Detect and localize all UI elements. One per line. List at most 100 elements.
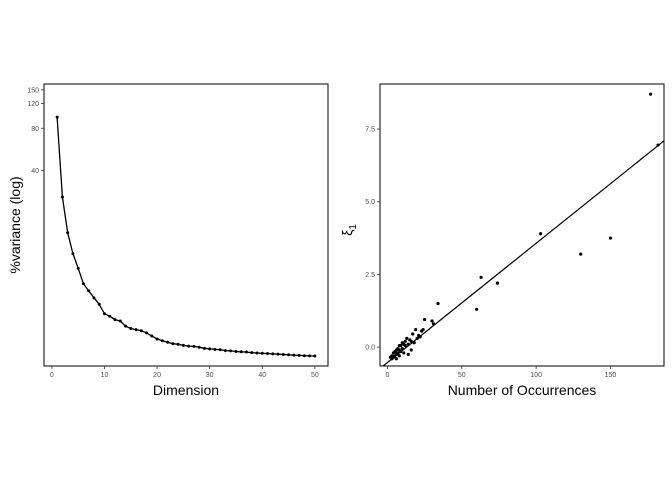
data-point	[55, 115, 59, 119]
data-point	[181, 343, 185, 347]
y-axis-title: ξ1	[339, 224, 359, 236]
data-point	[400, 346, 404, 351]
data-point	[244, 350, 248, 354]
data-point	[255, 351, 259, 355]
data-point	[579, 252, 583, 256]
data-point	[406, 352, 410, 356]
data-point	[417, 333, 421, 338]
data-point	[400, 341, 404, 345]
data-point	[87, 289, 91, 293]
data-point	[192, 344, 196, 348]
data-point	[475, 307, 479, 311]
y-tick-label: 120	[27, 101, 39, 108]
data-point	[412, 341, 416, 345]
y-tick-label: 7.5	[365, 127, 375, 134]
y-tick-label: 80	[31, 126, 39, 133]
data-point	[202, 346, 206, 350]
data-point	[155, 337, 159, 341]
fit-line	[382, 140, 665, 367]
data-point	[415, 336, 419, 340]
data-point	[208, 347, 212, 351]
data-point	[397, 344, 401, 348]
data-point	[118, 319, 122, 323]
y-tick-label: 0.0	[365, 345, 375, 352]
x-tick-label: 20	[153, 372, 161, 379]
data-point	[97, 302, 101, 306]
x-axis-title: Dimension	[153, 382, 219, 398]
x-tick-label: 50	[458, 372, 466, 379]
data-point	[160, 339, 164, 343]
data-point	[406, 342, 410, 346]
data-point	[479, 275, 483, 279]
data-point	[495, 281, 500, 285]
data-point	[538, 232, 543, 236]
series-line	[56, 117, 315, 357]
data-point	[176, 342, 180, 346]
data-point	[134, 328, 138, 332]
plot-border	[379, 83, 665, 367]
data-point	[250, 351, 254, 355]
x-tick-label: 100	[530, 372, 542, 379]
x-tick-label: 40	[258, 372, 266, 379]
data-point	[218, 348, 222, 352]
data-point	[234, 349, 238, 353]
data-point	[71, 252, 75, 256]
x-tick-label: 10	[101, 372, 109, 379]
data-point	[281, 352, 285, 356]
data-point	[197, 345, 201, 349]
data-point	[397, 354, 401, 358]
data-point	[431, 322, 436, 326]
data-point	[411, 332, 415, 336]
data-point	[108, 314, 112, 318]
data-point	[308, 354, 312, 358]
x-axis-title: Number of Occurrences	[448, 382, 597, 398]
data-point	[187, 344, 191, 348]
x-tick-label: 30	[206, 372, 214, 379]
data-point	[223, 349, 227, 353]
data-point	[260, 351, 264, 355]
data-point	[276, 352, 280, 356]
data-point	[649, 92, 653, 96]
data-point	[402, 351, 406, 355]
data-point	[408, 338, 412, 342]
y-axis-title-symbol: ξ	[339, 230, 355, 236]
y-axis-title: %variance (log)	[7, 176, 23, 273]
x-tick-label: 0	[385, 372, 389, 379]
data-point	[403, 339, 407, 343]
data-point	[391, 351, 395, 355]
data-point	[113, 318, 117, 322]
data-point	[171, 342, 175, 346]
data-point	[92, 296, 96, 300]
data-point	[656, 143, 660, 147]
data-point	[124, 324, 128, 328]
data-point	[423, 317, 427, 322]
data-point	[76, 266, 80, 270]
data-point	[394, 357, 398, 361]
data-point	[421, 328, 425, 332]
data-point	[229, 349, 233, 353]
x-tick-label: 150	[605, 372, 617, 379]
y-tick-label: 5.0	[365, 199, 375, 206]
data-point	[66, 231, 70, 235]
data-point	[271, 352, 275, 356]
x-tick-label: 50	[311, 372, 319, 379]
data-point	[102, 312, 106, 316]
data-point	[81, 282, 85, 286]
data-point	[150, 334, 154, 338]
data-point	[145, 331, 149, 335]
y-tick-label: 40	[31, 168, 39, 175]
y-tick-label: 150	[27, 87, 39, 94]
occurrence-scatter-chart: 0 50 100 150 0.0 2.5 5.0 7.5 Number of Occurrenc…	[339, 83, 665, 398]
data-point	[430, 319, 434, 323]
data-point	[405, 336, 409, 340]
data-point	[129, 326, 133, 330]
data-point	[166, 340, 170, 344]
data-point	[60, 195, 64, 199]
data-point	[139, 329, 143, 333]
data-point	[239, 350, 243, 354]
y-tick-label: 2.5	[365, 272, 375, 279]
data-point	[409, 348, 413, 352]
x-tick-label: 0	[50, 372, 54, 379]
data-point	[388, 355, 393, 359]
data-point	[302, 354, 306, 358]
